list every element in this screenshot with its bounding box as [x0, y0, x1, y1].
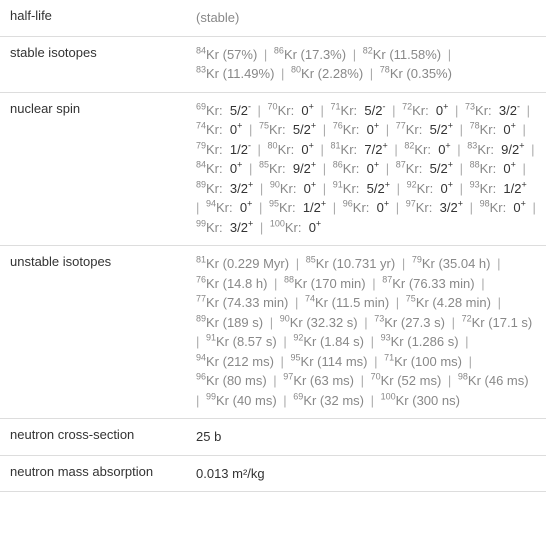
spin-99: 99Kr: 3/2+ [196, 220, 253, 235]
unstable-85: 85Kr (10.731 yr) [306, 256, 396, 271]
unstable-88: 88Kr (170 min) [284, 276, 366, 291]
label-nuclear-spin: nuclear spin [0, 93, 186, 246]
value-stable-isotopes: 84Kr (57%) | 86Kr (17.3%) | 82Kr (11.58%… [186, 37, 546, 92]
spin-79: 79Kr: 1/2- [196, 142, 251, 157]
spin-96: 96Kr: 0+ [343, 200, 389, 215]
spin-71: 71Kr: 5/2- [331, 103, 386, 118]
unstable-100: 100Kr (300 ns) [381, 393, 460, 408]
unstable-73: 73Kr (27.3 s) [374, 315, 445, 330]
spin-83: 83Kr: 9/2+ [467, 142, 524, 157]
isotope-78: 78Kr (0.35%) [380, 66, 452, 81]
unstable-69: 69Kr (32 ms) [293, 393, 364, 408]
spin-72: 72Kr: 0+ [402, 103, 448, 118]
value-cross-section: 25 b [186, 419, 546, 455]
spin-100: 100Kr: 0+ [270, 220, 321, 235]
unstable-72: 72Kr (17.1 s) [462, 315, 533, 330]
row-mass-absorption: neutron mass absorption 0.013 m²/kg [0, 456, 546, 493]
row-cross-section: neutron cross-section 25 b [0, 419, 546, 456]
value-unstable-isotopes: 81Kr (0.229 Myr) | 85Kr (10.731 yr) | 79… [186, 246, 546, 418]
label-half-life: half-life [0, 0, 186, 36]
label-unstable-isotopes: unstable isotopes [0, 246, 186, 418]
unstable-77: 77Kr (74.33 min) [196, 295, 288, 310]
spin-89: 89Kr: 3/2+ [196, 181, 253, 196]
row-stable-isotopes: stable isotopes 84Kr (57%) | 86Kr (17.3%… [0, 37, 546, 93]
unstable-75: 75Kr (4.28 min) [406, 295, 491, 310]
row-unstable-isotopes: unstable isotopes 81Kr (0.229 Myr) | 85K… [0, 246, 546, 419]
spin-95: 95Kr: 1/2+ [269, 200, 326, 215]
isotope-82: 82Kr (11.58%) [363, 47, 441, 62]
row-half-life: half-life (stable) [0, 0, 546, 37]
spin-73: 73Kr: 3/2- [465, 103, 520, 118]
spin-85: 85Kr: 9/2+ [259, 161, 316, 176]
unstable-89: 89Kr (189 s) [196, 315, 263, 330]
unstable-97: 97Kr (63 ms) [283, 373, 354, 388]
label-stable-isotopes: stable isotopes [0, 37, 186, 92]
label-cross-section: neutron cross-section [0, 419, 186, 455]
spin-76: 76Kr: 0+ [333, 122, 379, 137]
value-nuclear-spin: 69Kr: 5/2- | 70Kr: 0+ | 71Kr: 5/2- | 72K… [186, 93, 546, 246]
unstable-70: 70Kr (52 ms) [371, 373, 442, 388]
unstable-91: 91Kr (8.57 s) [206, 334, 277, 349]
spin-78: 78Kr: 0+ [470, 122, 516, 137]
unstable-81: 81Kr (0.229 Myr) [196, 256, 289, 271]
spin-91: 91Kr: 5/2+ [333, 181, 390, 196]
spin-74: 74Kr: 0+ [196, 122, 242, 137]
spin-87: 87Kr: 5/2+ [396, 161, 453, 176]
spin-93: 93Kr: 1/2+ [470, 181, 527, 196]
spin-88: 88Kr: 0+ [470, 161, 516, 176]
unstable-98: 98Kr (46 ms) [458, 373, 529, 388]
isotope-80: 80Kr (2.28%) [291, 66, 363, 81]
unstable-87: 87Kr (76.33 min) [382, 276, 474, 291]
spin-98: 98Kr: 0+ [480, 200, 526, 215]
isotope-84: 84Kr (57%) [196, 47, 257, 62]
unstable-99: 99Kr (40 ms) [206, 393, 277, 408]
spin-90: 90Kr: 0+ [270, 181, 316, 196]
unstable-74: 74Kr (11.5 min) [305, 295, 389, 310]
unstable-95: 95Kr (114 ms) [291, 354, 368, 369]
value-mass-absorption: 0.013 m²/kg [186, 456, 546, 492]
spin-77: 77Kr: 5/2+ [396, 122, 453, 137]
spin-81: 81Kr: 7/2+ [331, 142, 388, 157]
unstable-96: 96Kr (80 ms) [196, 373, 267, 388]
unstable-71: 71Kr (100 ms) [384, 354, 462, 369]
unstable-90: 90Kr (32.32 s) [280, 315, 358, 330]
row-nuclear-spin: nuclear spin 69Kr: 5/2- | 70Kr: 0+ | 71K… [0, 93, 546, 247]
value-half-life: (stable) [186, 0, 546, 36]
unstable-92: 92Kr (1.84 s) [293, 334, 364, 349]
isotope-83: 83Kr (11.49%) [196, 66, 274, 81]
label-mass-absorption: neutron mass absorption [0, 456, 186, 492]
unstable-94: 94Kr (212 ms) [196, 354, 274, 369]
spin-84: 84Kr: 0+ [196, 161, 242, 176]
spin-82: 82Kr: 0+ [404, 142, 450, 157]
spin-86: 86Kr: 0+ [333, 161, 379, 176]
spin-69: 69Kr: 5/2- [196, 103, 251, 118]
spin-97: 97Kr: 3/2+ [406, 200, 463, 215]
spin-70: 70Kr: 0+ [268, 103, 314, 118]
unstable-76: 76Kr (14.8 h) [196, 276, 267, 291]
unstable-79: 79Kr (35.04 h) [412, 256, 491, 271]
unstable-93: 93Kr (1.286 s) [381, 334, 459, 349]
spin-92: 92Kr: 0+ [407, 181, 453, 196]
isotope-86: 86Kr (17.3%) [274, 47, 346, 62]
spin-94: 94Kr: 0+ [206, 200, 252, 215]
spin-75: 75Kr: 5/2+ [259, 122, 316, 137]
spin-80: 80Kr: 0+ [268, 142, 314, 157]
